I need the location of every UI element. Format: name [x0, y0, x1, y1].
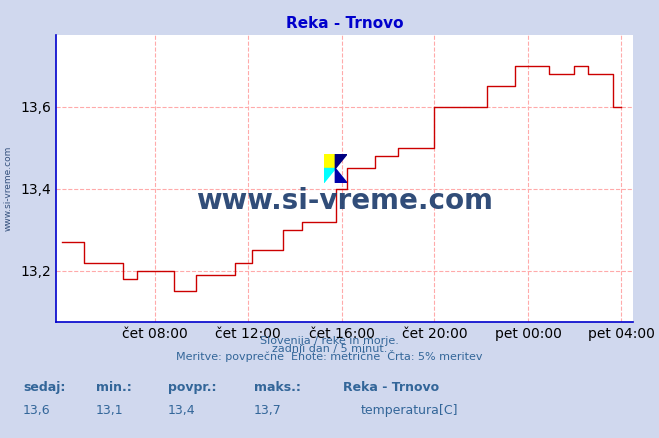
Text: Slovenija / reke in morje.: Slovenija / reke in morje. — [260, 336, 399, 346]
Text: maks.:: maks.: — [254, 381, 301, 394]
Text: Reka - Trnovo: Reka - Trnovo — [343, 381, 439, 394]
Text: povpr.:: povpr.: — [168, 381, 217, 394]
Polygon shape — [335, 169, 347, 183]
Text: Meritve: povprečne  Enote: metrične  Črta: 5% meritev: Meritve: povprečne Enote: metrične Črta:… — [176, 350, 483, 363]
Text: min.:: min.: — [96, 381, 131, 394]
Text: sedaj:: sedaj: — [23, 381, 65, 394]
Text: 13,4: 13,4 — [168, 404, 196, 417]
Text: 13,6: 13,6 — [23, 404, 51, 417]
Text: www.si-vreme.com: www.si-vreme.com — [196, 187, 493, 215]
Text: www.si-vreme.com: www.si-vreme.com — [3, 146, 13, 231]
Text: temperatura[C]: temperatura[C] — [361, 404, 459, 417]
Title: Reka - Trnovo: Reka - Trnovo — [285, 16, 403, 31]
Polygon shape — [324, 169, 335, 183]
Text: 13,7: 13,7 — [254, 404, 281, 417]
Polygon shape — [324, 154, 335, 169]
Text: 13,1: 13,1 — [96, 404, 123, 417]
Text: zadnji dan / 5 minut.: zadnji dan / 5 minut. — [272, 344, 387, 354]
Polygon shape — [335, 154, 347, 169]
